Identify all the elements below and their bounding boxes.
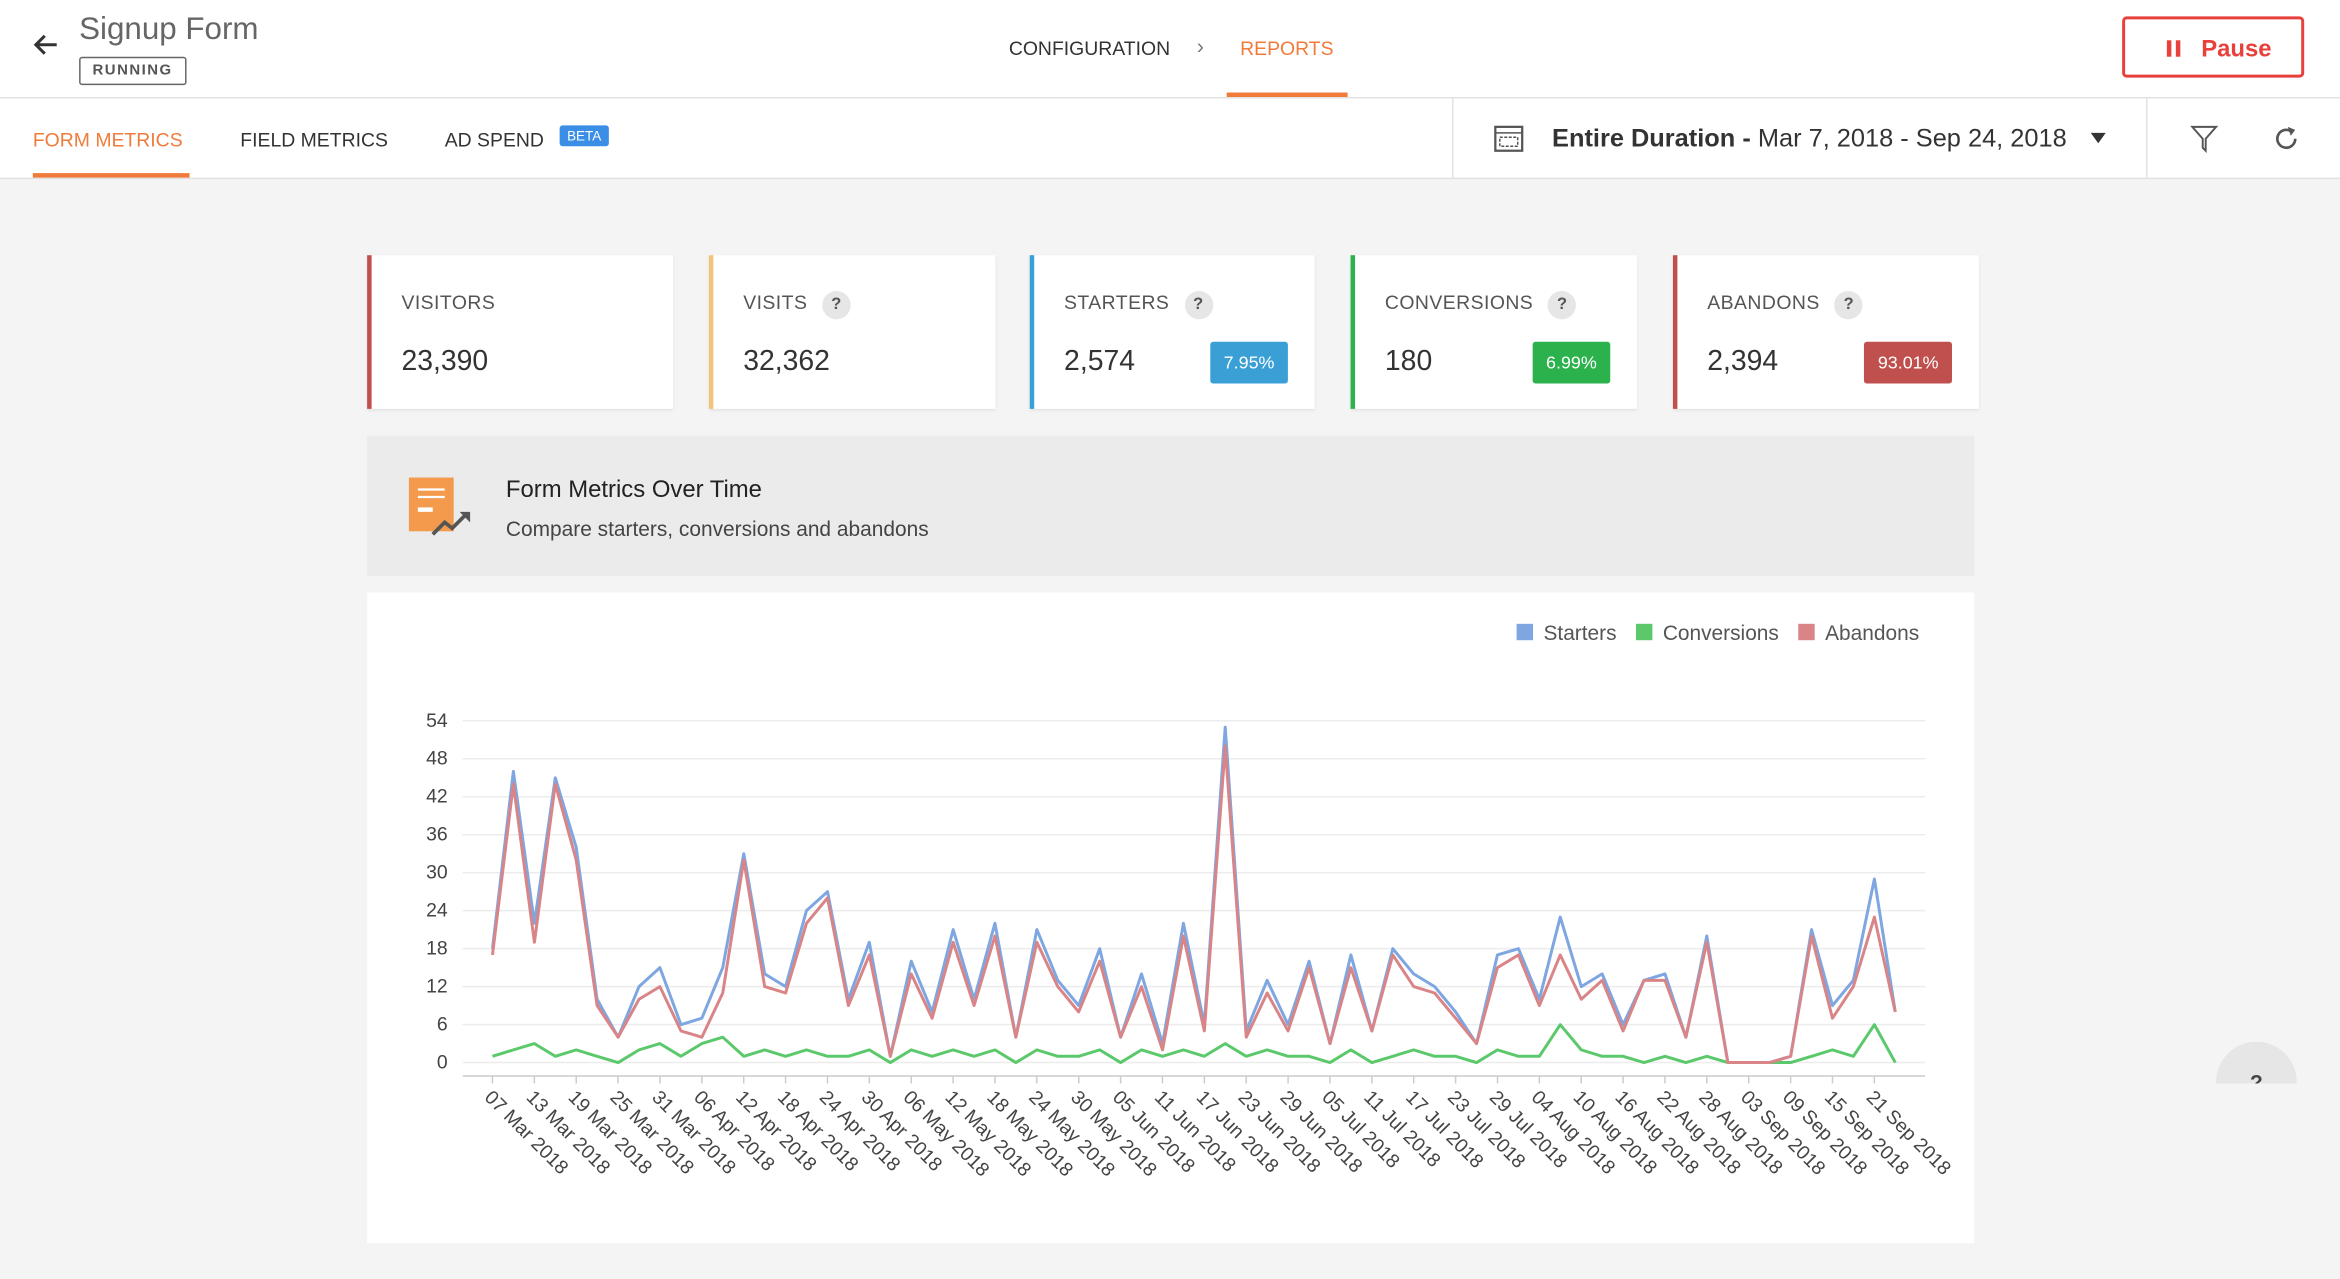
metric-value: 2,574 [1064, 346, 1136, 378]
divider [1452, 98, 1454, 178]
legend-label: Conversions [1663, 622, 1779, 645]
date-range[interactable]: Entire Duration - Mar 7, 2018 - Sep 24, … [1552, 124, 2067, 154]
legend-swatch [1635, 623, 1653, 641]
metric-card: ABANDONS? 2,394 93.01% [1672, 255, 1979, 409]
metric-value: 2,394 [1707, 346, 1779, 378]
metric-card: STARTERS? 2,574 7.95% [1029, 255, 1315, 409]
y-tick-label: 0 [437, 1052, 448, 1074]
legend-swatch [1798, 623, 1815, 641]
series-line [492, 1023, 1897, 1065]
nav-reports[interactable]: REPORTS [1240, 37, 1334, 60]
status-badge: RUNNING [79, 56, 187, 86]
series-line [490, 744, 1897, 1065]
legend-label: Abandons [1825, 622, 1919, 645]
metric-card: VISITS? 32,362 [708, 255, 996, 409]
tab[interactable]: FIELD METRICS [240, 128, 388, 151]
top-bar: Signup Form RUNNING CONFIGURATION › REPO… [0, 0, 2340, 99]
filter-icon[interactable] [2189, 124, 2219, 154]
help-icon[interactable]: ? [1548, 291, 1577, 320]
date-label: Entire Duration - [1552, 123, 1751, 153]
y-tick-label: 12 [426, 976, 448, 998]
metric-card: CONVERSIONS? 180 6.99% [1350, 255, 1638, 409]
metric-label: CONVERSIONS? [1384, 291, 1577, 320]
legend-swatch [1516, 623, 1534, 641]
back-button[interactable] [30, 30, 63, 60]
metric-badge: 7.95% [1210, 341, 1288, 384]
y-tick-label: 48 [426, 748, 448, 770]
divider [2145, 98, 2148, 178]
form-title: Signup Form [79, 11, 259, 47]
help-bubble[interactable]: ? [2216, 1041, 2297, 1084]
metric-label: STARTERS? [1064, 291, 1213, 320]
metric-badge: 6.99% [1532, 341, 1611, 384]
nav-configuration[interactable]: CONFIGURATION [1008, 37, 1171, 60]
tab[interactable]: AD SPEND [444, 128, 544, 151]
metric-label-text: STARTERS [1064, 291, 1170, 314]
y-tick-label: 6 [437, 1014, 448, 1036]
tab-indicator [32, 173, 190, 178]
metric-label: VISITS? [743, 291, 851, 320]
pause-label: Pause [2201, 37, 2272, 63]
beta-badge: BETA [559, 125, 609, 147]
breadcrumb-sep: › [1196, 34, 1204, 59]
y-tick-label: 24 [426, 900, 448, 922]
panel-header: Form Metrics Over Time Compare starters,… [367, 435, 1975, 577]
chart-card: 0 6 12 18 24 30 36 42 48 54 07 Mar 2018 13 Mar 2018… [367, 592, 1975, 1244]
y-tick-label: 18 [426, 938, 448, 960]
pause-icon [2175, 40, 2181, 57]
metric-badge: 93.01% [1864, 341, 1952, 384]
series-line [490, 725, 1897, 1065]
y-tick-label: 54 [426, 710, 448, 732]
help-icon[interactable]: ? [1184, 291, 1213, 320]
metric-card: VISITORS 23,390 [367, 255, 674, 409]
help-icon[interactable]: ? [822, 291, 851, 320]
tab-bar: FORM METRICS FIELD METRICS AD SPEND BETA… [0, 98, 2340, 180]
nav-indicator [1226, 92, 1348, 98]
metric-label-text: ABANDONS [1707, 291, 1820, 314]
tab[interactable]: FORM METRICS [32, 128, 183, 151]
y-tick-label: 30 [426, 862, 448, 884]
metric-label-text: CONVERSIONS [1384, 291, 1534, 314]
date-value: Mar 7, 2018 - Sep 24, 2018 [1757, 123, 2067, 153]
panel-title: Form Metrics Over Time [505, 477, 762, 503]
metric-label-text: VISITS [743, 291, 808, 314]
metric-label: ABANDONS? [1707, 291, 1864, 320]
dropdown-arrow[interactable] [2089, 131, 2107, 146]
refresh-icon[interactable] [2271, 124, 2301, 154]
metric-value: 32,362 [743, 346, 830, 378]
panel-subtitle: Compare starters, conversions and abando… [505, 516, 929, 541]
calendar-icon [1494, 125, 1524, 152]
metric-value: 23,390 [401, 346, 489, 378]
metric-value: 180 [1384, 346, 1433, 378]
metric-label-text: VISITORS [401, 291, 496, 314]
help-label: ? [2216, 1041, 2297, 1084]
y-tick-label: 36 [426, 824, 448, 846]
pause-button[interactable]: Pause [2122, 16, 2305, 78]
metric-label: VISITORS [401, 291, 495, 313]
y-tick-label: 42 [426, 786, 448, 808]
panel-icon [408, 477, 471, 536]
legend-label: Starters [1543, 622, 1616, 645]
help-icon[interactable]: ? [1834, 291, 1864, 320]
pause-icon [2166, 40, 2172, 57]
